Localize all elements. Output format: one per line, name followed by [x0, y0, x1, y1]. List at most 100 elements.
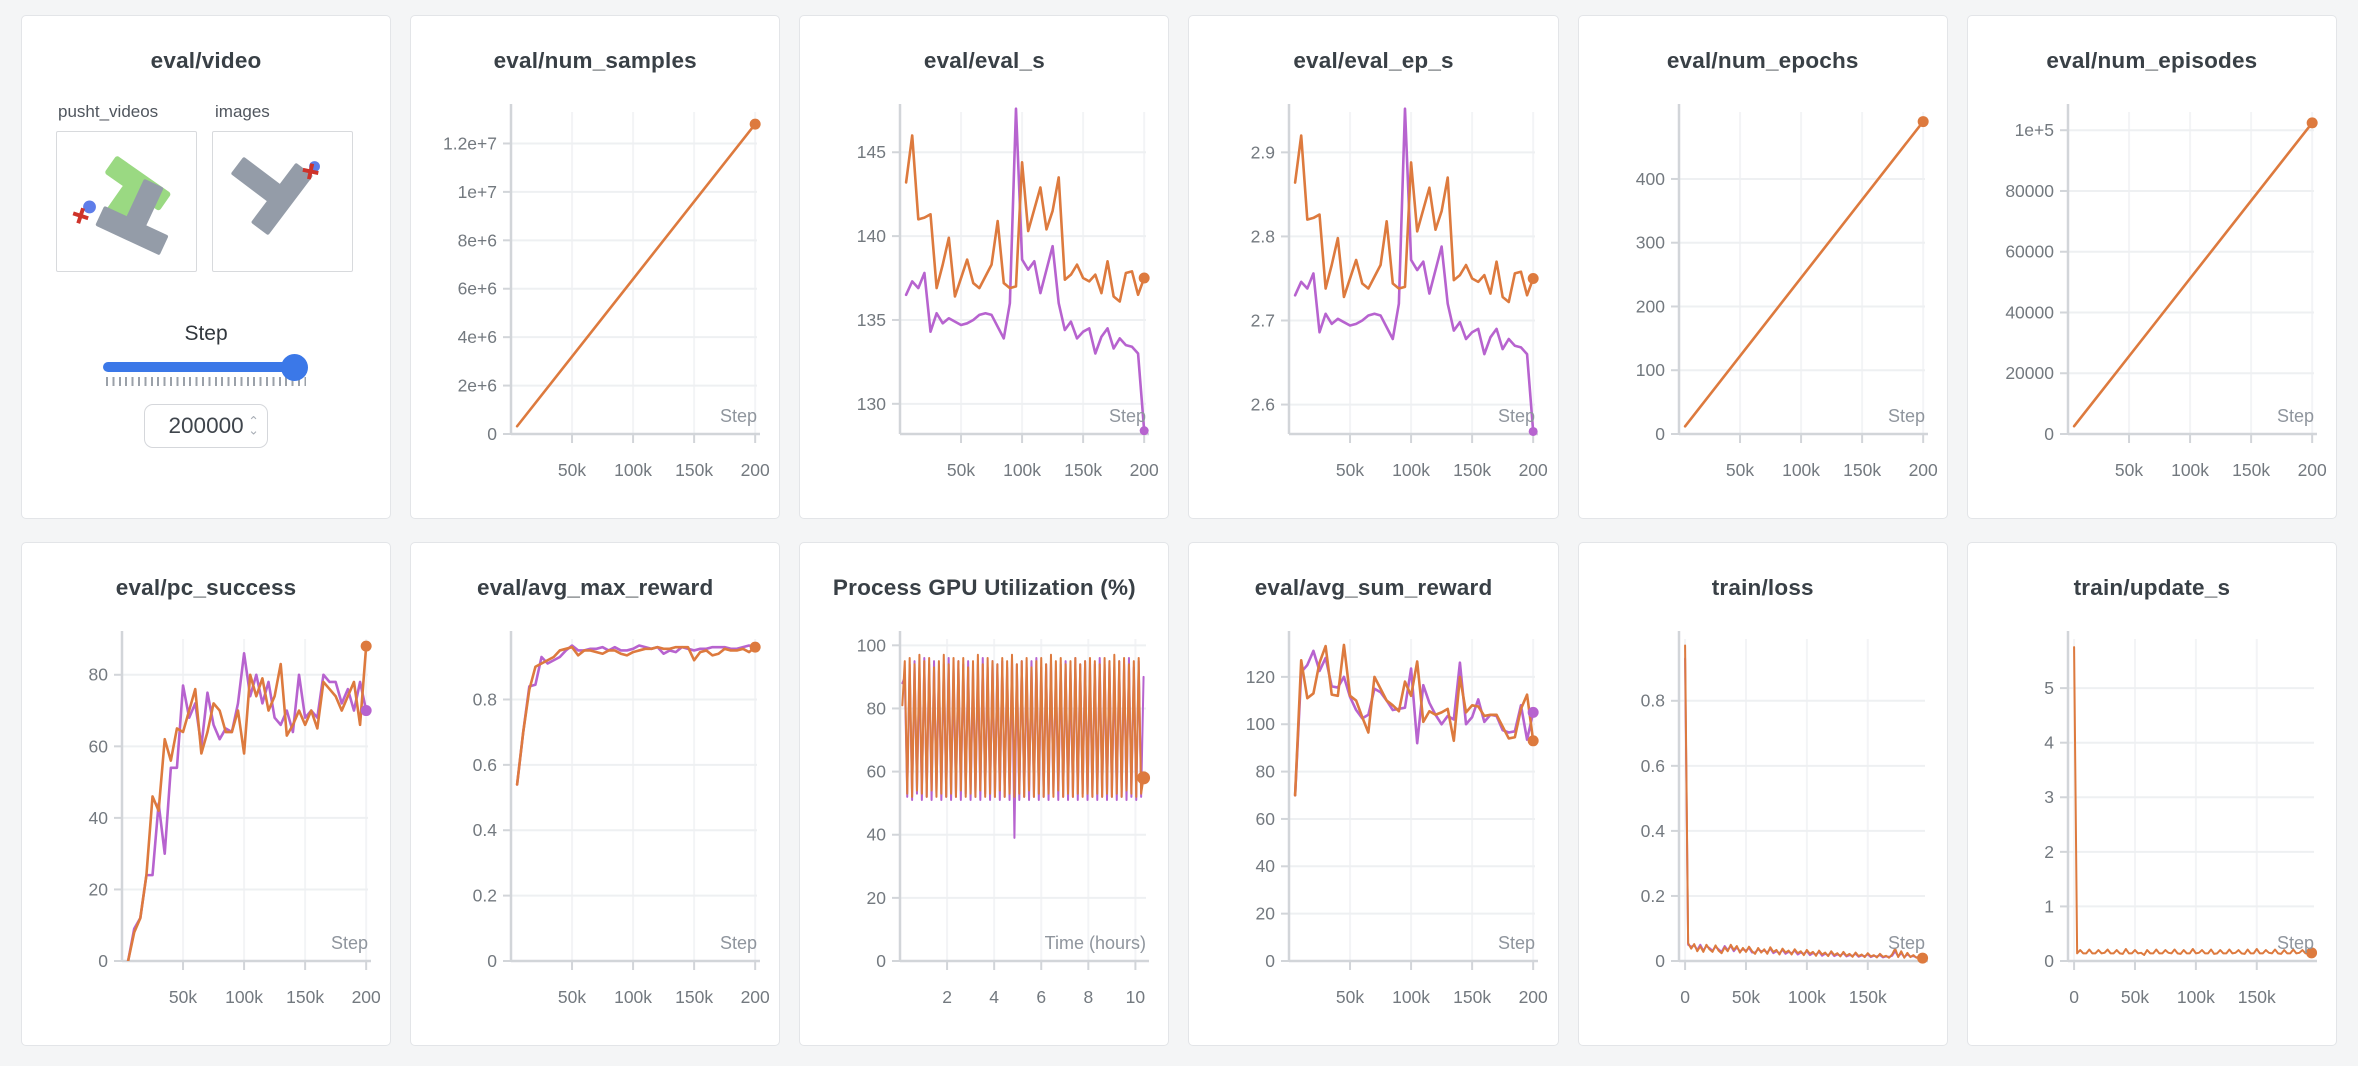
chart-canvas[interactable]: 0 2e+6 4e+6 6e+6 8e+6 1e+7 1.2e+7 50k 100k 150k 20… — [411, 82, 780, 490]
svg-text:100k: 100k — [1003, 460, 1041, 480]
video-thumbnail-pusht[interactable] — [56, 131, 197, 272]
image-thumbnail[interactable] — [212, 131, 353, 272]
panel-gpu_util: Process GPU Utilization (%) 0 20 40 60 80 100… — [799, 542, 1170, 1046]
panel-title: eval/video — [150, 48, 262, 73]
chart-canvas[interactable]: 0 20 40 60 80 50k 100k 150k 200 Step — [22, 609, 391, 1017]
svg-text:140: 140 — [857, 226, 886, 246]
svg-text:100k: 100k — [1788, 987, 1826, 1007]
svg-text:1: 1 — [2044, 896, 2054, 916]
svg-text:50k: 50k — [1732, 987, 1760, 1007]
chart-canvas[interactable]: 2.6 2.7 2.8 2.9 50k 100k 150k 200 Step — [1189, 82, 1558, 490]
chart-title: eval/pc_success — [115, 575, 297, 600]
slider-track[interactable] — [103, 353, 309, 381]
svg-text:40: 40 — [1256, 856, 1276, 876]
svg-text:60: 60 — [1256, 809, 1276, 829]
svg-text:100k: 100k — [614, 460, 652, 480]
svg-text:50k: 50k — [2115, 460, 2143, 480]
svg-text:400: 400 — [1635, 169, 1664, 189]
svg-text:1e+7: 1e+7 — [458, 182, 497, 202]
media-label-pusht-videos: pusht_videos — [58, 102, 159, 121]
step-slider-label: Step — [184, 322, 228, 345]
panel-num_epochs: eval/num_epochs 0 100 200 300 400 50k 100k 150k… — [1577, 15, 1948, 519]
stepper-buttons[interactable]: ⌃ ⌄ — [248, 413, 260, 437]
svg-text:Step: Step — [1109, 406, 1146, 426]
chart-canvas[interactable]: 0 0.2 0.4 0.6 0.8 0 50k 100k 150k Step — [1579, 609, 1948, 1017]
chart-canvas[interactable]: 0 20 40 60 80 100 2 4 6 8 10 Time (hours) — [800, 609, 1169, 1017]
svg-text:3: 3 — [2044, 787, 2054, 807]
svg-text:200: 200 — [741, 987, 770, 1007]
svg-text:0.8: 0.8 — [473, 689, 497, 709]
chart-canvas[interactable]: 0 1 2 3 4 5 0 50k 100k 150k Step — [1968, 609, 2337, 1017]
increment-icon[interactable]: ⌃ — [248, 413, 260, 429]
chart-canvas[interactable]: 0 20000 40000 60000 80000 1e+5 50k 100k 150k 200 S… — [1968, 82, 2337, 490]
svg-text:4: 4 — [990, 987, 1000, 1007]
svg-text:40000: 40000 — [2005, 302, 2054, 322]
pusht-scene-icon — [72, 156, 171, 255]
svg-text:2: 2 — [943, 987, 953, 1007]
chart-title: eval/num_episodes — [2046, 48, 2258, 73]
svg-text:20: 20 — [867, 888, 887, 908]
svg-text:5: 5 — [2044, 678, 2054, 698]
svg-text:150k: 150k — [2238, 987, 2276, 1007]
svg-text:6e+6: 6e+6 — [458, 279, 497, 299]
svg-text:100k: 100k — [614, 987, 652, 1007]
svg-text:4: 4 — [2044, 733, 2054, 753]
svg-text:0: 0 — [487, 951, 497, 971]
step-slider[interactable] — [103, 353, 309, 386]
svg-text:150k: 150k — [286, 987, 324, 1007]
svg-text:150k: 150k — [1848, 987, 1886, 1007]
svg-text:0.2: 0.2 — [473, 886, 497, 906]
svg-text:120: 120 — [1246, 667, 1275, 687]
svg-text:Step: Step — [1498, 933, 1535, 953]
svg-text:200: 200 — [1519, 987, 1548, 1007]
svg-text:Step: Step — [720, 933, 757, 953]
chart-canvas[interactable]: 0 100 200 300 400 50k 100k 150k 200 Step — [1579, 82, 1948, 490]
svg-text:80: 80 — [867, 698, 887, 718]
panel-num_episodes: eval/num_episodes 0 20000 40000 60000 80000 1… — [1966, 15, 2337, 519]
svg-text:Step: Step — [2277, 406, 2314, 426]
svg-text:50k: 50k — [2121, 987, 2149, 1007]
svg-text:50k: 50k — [1336, 987, 1364, 1007]
svg-text:80: 80 — [89, 665, 109, 685]
chart-canvas[interactable]: 0 0.2 0.4 0.6 0.8 50k 100k 150k 200 Step — [411, 609, 780, 1017]
panel-eval-video: eval/video pusht_videos images — [21, 15, 392, 519]
chart-title: eval/num_epochs — [1666, 48, 1859, 73]
step-input[interactable]: 200000 ⌃ ⌄ — [144, 404, 269, 448]
svg-text:200: 200 — [2297, 460, 2326, 480]
svg-text:2e+6: 2e+6 — [458, 376, 497, 396]
svg-text:0.8: 0.8 — [1640, 691, 1664, 711]
svg-text:100k: 100k — [1782, 460, 1820, 480]
svg-text:Step: Step — [1498, 406, 1535, 426]
svg-text:20: 20 — [1256, 904, 1276, 924]
step-value: 200000 — [168, 413, 244, 438]
svg-text:0: 0 — [487, 424, 497, 444]
svg-text:100: 100 — [857, 635, 886, 655]
svg-text:2: 2 — [2044, 842, 2054, 862]
svg-text:Step: Step — [331, 933, 368, 953]
svg-text:0: 0 — [1655, 424, 1665, 444]
svg-text:4e+6: 4e+6 — [458, 327, 497, 347]
svg-text:100: 100 — [1635, 360, 1664, 380]
svg-text:60: 60 — [867, 762, 887, 782]
slider-thumb[interactable] — [281, 353, 309, 381]
decrement-icon[interactable]: ⌄ — [248, 422, 260, 437]
svg-text:2.6: 2.6 — [1251, 395, 1275, 415]
svg-text:8: 8 — [1084, 987, 1094, 1007]
svg-text:50k: 50k — [947, 460, 975, 480]
svg-text:150k: 150k — [1843, 460, 1881, 480]
chart-title: train/loss — [1711, 575, 1814, 600]
chart-canvas[interactable]: 0 20 40 60 80 100 120 50k 100k 150k 200 Step — [1189, 609, 1558, 1017]
svg-text:0: 0 — [2044, 951, 2054, 971]
panel-avg_max_reward: eval/avg_max_reward 0 0.2 0.4 0.6 0.8 50k 100k… — [410, 542, 781, 1046]
svg-text:100k: 100k — [1393, 460, 1431, 480]
svg-text:130: 130 — [857, 394, 886, 414]
svg-text:0.2: 0.2 — [1640, 886, 1664, 906]
chart-title: eval/avg_max_reward — [477, 575, 714, 600]
svg-text:Step: Step — [1888, 933, 1925, 953]
chart-title: eval/avg_sum_reward — [1254, 575, 1493, 600]
svg-text:135: 135 — [857, 310, 886, 330]
svg-text:40: 40 — [867, 825, 887, 845]
chart-canvas[interactable]: 130 135 140 145 50k 100k 150k 200 Step — [800, 82, 1169, 490]
svg-text:0: 0 — [2069, 987, 2079, 1007]
panel-eval_ep_s: eval/eval_ep_s 2.6 2.7 2.8 2.9 50k 100k 150k 20… — [1188, 15, 1559, 519]
